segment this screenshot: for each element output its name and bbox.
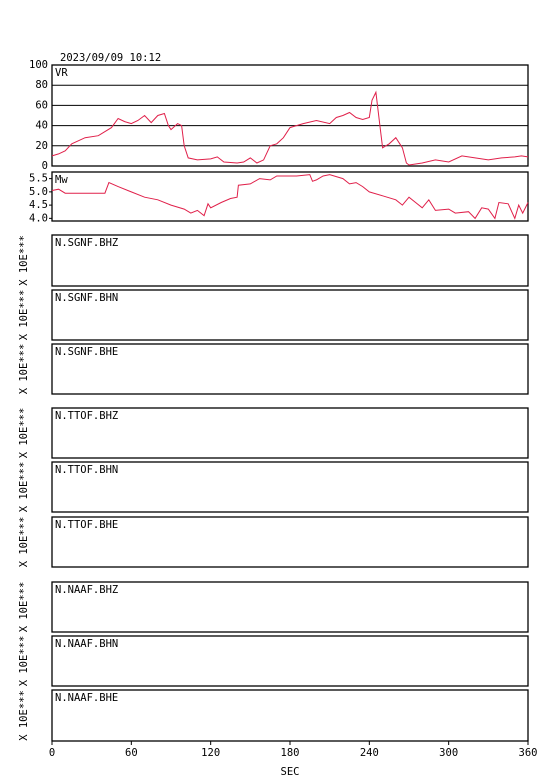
- panel-frame: [51, 64, 529, 167]
- y-tick-label: 100: [29, 59, 48, 71]
- panel-label: N.TTOF.BHN: [55, 464, 118, 476]
- data-line: [51, 90, 529, 166]
- y-tick-label: 4.0: [29, 212, 48, 224]
- x-tick-label: 300: [439, 747, 458, 759]
- panel-frame: [51, 689, 529, 742]
- panel-frame: [51, 234, 529, 287]
- panel-frame: [51, 171, 529, 222]
- y-axis-label: X 10E***: [18, 636, 30, 687]
- panel-label: N.NAAF.BHN: [55, 638, 118, 650]
- y-axis-label: X 10E***: [18, 690, 30, 741]
- y-axis-label: X 10E***: [18, 582, 30, 633]
- y-axis-label: X 10E***: [18, 344, 30, 395]
- panel-label: N.TTOF.BHE: [55, 519, 118, 531]
- y-tick-label: 40: [35, 120, 48, 132]
- panel-frame: [51, 289, 529, 341]
- panel-label: N.SGNF.BHE: [55, 346, 118, 358]
- panel-frame: [51, 461, 529, 513]
- y-axis-label: X 10E***: [18, 235, 30, 286]
- y-tick-label: 80: [35, 79, 48, 91]
- panel-label: Mw: [55, 174, 68, 186]
- y-axis-label: X 10E***: [18, 462, 30, 513]
- x-tick-label: 120: [201, 747, 220, 759]
- panel-frame: [51, 516, 529, 568]
- x-tick-label: 360: [519, 747, 538, 759]
- y-tick-label: 5.5: [29, 173, 48, 185]
- data-line: [51, 174, 529, 220]
- x-tick-label: 0: [49, 747, 55, 759]
- y-axis-label: X 10E***: [18, 517, 30, 568]
- x-tick-label: 60: [125, 747, 138, 759]
- y-tick-label: 60: [35, 99, 48, 111]
- panel-frame: [51, 581, 529, 633]
- panel-frame: [51, 343, 529, 395]
- chart-title: 2023/09/09 10:12: [60, 52, 161, 64]
- panel-label: VR: [55, 67, 68, 79]
- panel-label: N.NAAF.BHE: [55, 692, 118, 704]
- panel-label: N.TTOF.BHZ: [55, 410, 118, 422]
- y-axis-label: X 10E***: [18, 290, 30, 341]
- y-tick-label: 0: [42, 160, 48, 172]
- panel-frame: [51, 407, 529, 459]
- x-axis-label: SEC: [281, 766, 300, 778]
- y-tick-label: 20: [35, 140, 48, 152]
- panel-label: N.NAAF.BHZ: [55, 584, 118, 596]
- panel-label: N.SGNF.BHN: [55, 292, 118, 304]
- panel-label: N.SGNF.BHZ: [55, 237, 118, 249]
- y-axis-label: X 10E***: [18, 408, 30, 459]
- y-tick-label: 4.5: [29, 199, 48, 211]
- x-tick-label: 240: [360, 747, 379, 759]
- y-tick-label: 5.0: [29, 186, 48, 198]
- x-tick-label: 180: [281, 747, 300, 759]
- panel-frame: [51, 635, 529, 687]
